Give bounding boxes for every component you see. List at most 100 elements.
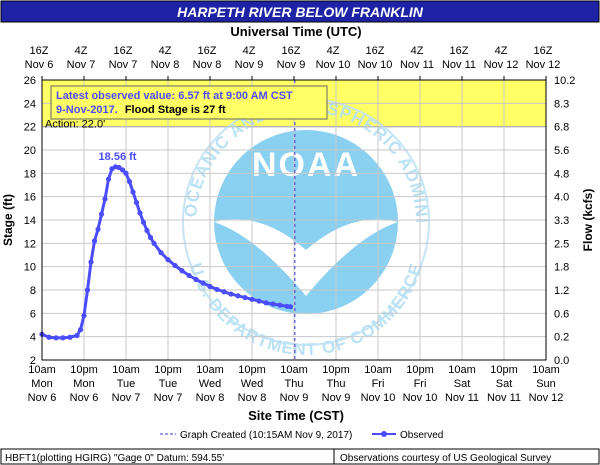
observed-point [46,334,52,340]
observed-point [200,280,206,286]
top-tick-date: Nov 7 [67,59,96,71]
observed-point [221,289,227,295]
bottom-tick-weekday: Mon [31,378,52,390]
top-tick-date: Nov 9 [235,59,264,71]
stage-axis-label: Stage (ft) [1,194,15,246]
bottom-tick-weekday: Sun [536,378,556,390]
stage-tick-label: 12 [24,238,36,250]
observed-point [158,250,164,256]
top-tick-time: 4Z [75,45,88,57]
stage-tick-label: 6 [30,308,36,320]
top-tick-time: 16Z [366,45,385,57]
footer-left-text: HBFT1(plotting HGIRG) "Gage 0" Datum: 59… [5,453,224,464]
stage-tick-label: 20 [24,145,36,157]
top-tick-date: Nov 8 [151,59,180,71]
top-tick-time: 4Z [159,45,172,57]
observed-point [140,219,147,225]
observed-point [130,189,136,195]
bottom-tick-weekday: Thu [327,378,346,390]
top-tick-date: Nov 8 [193,59,222,71]
annotation-flood-stage: Flood Stage is 27 ft [125,104,226,116]
stage-tick-label: 2 [30,355,36,367]
stage-tick-label: 24 [24,98,36,110]
noaa-center-text: NOAA [252,146,360,184]
observed-point [98,211,105,217]
observed-point [126,178,133,185]
site-time-label: Site Time (CST) [248,408,344,423]
flow-tick-label: 1.8 [554,262,569,274]
observed-point [53,335,59,341]
bottom-tick-date: Nov 10 [361,392,396,404]
bottom-tick-date: Nov 8 [238,392,267,404]
top-tick-time: 16Z [534,45,553,57]
observed-point [105,176,112,182]
flow-tick-label: 3.3 [554,215,569,227]
bottom-tick-date: Nov 6 [28,392,57,404]
bottom-tick-date: Nov 11 [487,392,521,404]
noaa-gull-icon [214,219,398,296]
observed-point [193,276,199,283]
bottom-tick-time: 10am [448,364,476,376]
bottom-tick-weekday: Mon [73,378,94,390]
observed-point [95,226,101,232]
bottom-tick-date: Nov 7 [112,392,141,404]
top-tick-time: 16Z [198,45,217,57]
observed-point [119,167,126,173]
observed-point [144,227,150,234]
bottom-tick-time: 10pm [490,364,518,376]
bottom-tick-weekday: Wed [241,378,263,390]
observed-point [67,334,73,340]
top-tick-date: Nov 10 [316,59,351,71]
flow-tick-label: 2.5 [554,238,569,250]
observed-point [147,234,154,241]
footer-right-text: Observations courtesy of US Geological S… [340,453,551,464]
top-tick-date: Nov 11 [400,59,434,71]
bottom-tick-weekday: Fri [414,378,427,390]
flow-axis-label: Flow (kcfs) [581,189,595,252]
flow-tick-label: 4.0 [554,192,569,204]
observed-point [256,298,262,304]
flow-tick-label: 4.8 [554,168,569,180]
observed-point [123,170,129,176]
bottom-tick-time: 10pm [154,364,182,376]
plot-border [41,79,547,361]
observed-point [214,286,220,293]
annotation-box [50,85,328,120]
stage-tick-label: 26 [24,75,36,87]
bottom-tick-date: Nov 7 [154,392,183,404]
top-tick-time: 4Z [411,45,424,57]
bottom-tick-time: 10am [364,364,392,376]
observed-point [287,304,294,310]
top-axis-title: Universal Time (UTC) [230,24,361,39]
flow-axis-ticks: 0.0 0.2 0.6 1.2 1.8 2.5 3.3 4.0 4.8 5.6 6.8 8.3 10.2 [554,75,575,367]
bottom-tick-date: Nov 12 [529,392,564,404]
footer-right-box [333,448,600,465]
top-tick-date: Nov 7 [109,59,138,71]
annotation-date: 9-Nov-2017. [56,104,118,116]
stage-tick-label: 8 [30,285,36,297]
bottom-tick-time: 10am [28,364,56,376]
bottom-tick-weekday: Wed [199,378,221,390]
top-tick-date: Nov 9 [277,59,306,71]
chart-title: HARPETH RIVER BELOW FRANKLIN [177,4,424,20]
bottom-tick-weekday: Sat [454,378,471,390]
observed-point [165,257,171,263]
top-tick-time: 4Z [495,45,508,57]
top-axis-ticks: 16Z Nov 6 4Z Nov 7 16Z Nov 7 4Z Nov 8 16Z Nov 8 4Z… [25,45,560,80]
observed-point [172,262,178,269]
bottom-tick-weekday: Sat [496,378,513,390]
observed-point [277,302,283,308]
observed-point [133,199,140,206]
bottom-tick-date: Nov 10 [403,392,438,404]
bottom-tick-time: 10pm [238,364,266,376]
bottom-tick-weekday: Fri [372,378,385,390]
bottom-tick-time: 10am [280,364,308,376]
observed-point [81,313,87,319]
top-tick-time: 4Z [243,45,256,57]
legend-graph-created: Graph Created (10:15AM Nov 9, 2017) [180,430,352,441]
bottom-tick-time: 10pm [70,364,98,376]
observed-point [228,291,234,297]
top-tick-date: Nov 10 [358,59,393,71]
top-tick-date: Nov 11 [442,59,476,71]
noaa-emblem-disc [214,130,398,314]
